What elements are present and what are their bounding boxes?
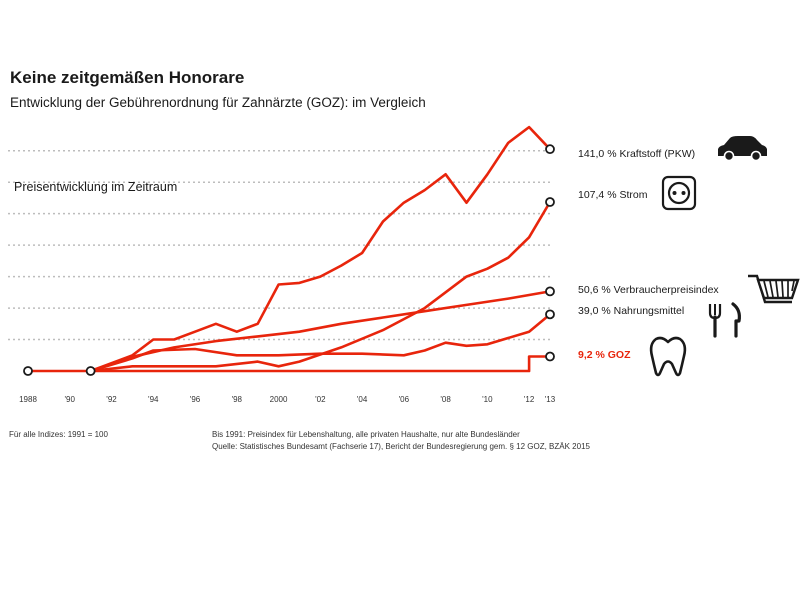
series-label-goz: 9,2 % GOZ <box>578 349 631 361</box>
footnote-methodology: Bis 1991: Preisindex für Lebenshaltung, … <box>212 430 520 439</box>
x-tick-label: '96 <box>190 395 201 404</box>
x-tick-label: '94 <box>148 395 159 404</box>
tooth-icon <box>649 336 687 377</box>
series-line-goz <box>26 355 552 373</box>
x-tick-label: 2000 <box>270 395 288 404</box>
end-marker-goz <box>545 351 555 362</box>
start-marker-1988 <box>23 366 33 376</box>
power-outlet-icon <box>661 175 697 211</box>
start-marker-1991 <box>85 366 96 376</box>
x-tick-label: '04 <box>357 395 368 404</box>
series-label-strom: 107,4 % Strom <box>578 189 648 201</box>
end-marker-strom <box>545 197 555 207</box>
series-line-kraftstoff-pkw <box>89 125 552 373</box>
series-lines <box>23 125 555 376</box>
x-tick-label: '98 <box>232 395 243 404</box>
x-tick-label: '06 <box>399 395 410 404</box>
end-marker-kraftstoff-pkw <box>545 144 555 155</box>
car-icon <box>718 136 767 162</box>
x-tick-label: '02 <box>315 395 326 404</box>
x-axis-ticks: 1988 '90 '92 '94 '96 '98 2000 '02 '04 '06 '08 '10 '1… <box>19 395 556 404</box>
x-tick-label: '92 <box>106 395 117 404</box>
end-marker-verbraucherpreisindex <box>545 286 555 297</box>
footnote-source: Quelle: Statistisches Bundesamt (Fachser… <box>212 442 591 451</box>
footnote-index-base: Für alle Indizes: 1991 = 100 <box>9 430 109 439</box>
fork-knife-icon <box>708 302 741 338</box>
chart-subtitle: Entwicklung der Gebührenordnung für Zahn… <box>10 95 426 110</box>
x-tick-label: 1988 <box>19 395 37 404</box>
x-tick-label: '90 <box>65 395 76 404</box>
series-line-strom <box>89 200 552 373</box>
series-line-verbraucherpreisindex <box>89 290 552 373</box>
end-marker-nahrungsmittel <box>545 309 555 320</box>
shopping-cart-icon <box>748 274 800 304</box>
panel-label: Preisentwicklung im Zeitraum <box>14 180 177 194</box>
series-label-kraftstoff-pkw: 141,0 % Kraftstoff (PKW) <box>578 148 695 160</box>
x-tick-label: '08 <box>440 395 451 404</box>
grid <box>8 149 550 341</box>
chart-title: Keine zeitgemäßen Honorare <box>10 68 244 87</box>
x-tick-label: '13 <box>545 395 556 404</box>
x-tick-label: '12 <box>524 395 535 404</box>
series-label-nahrungsmittel: 39,0 % Nahrungsmittel <box>578 305 684 317</box>
series-label-verbraucherpreisindex: 50,6 % Verbraucherpreisindex <box>578 284 719 296</box>
series-line-nahrungsmittel <box>89 313 552 373</box>
series-labels: 141,0 % Kraftstoff (PKW) 107,4 % Strom 50,… <box>578 148 719 361</box>
x-tick-label: '10 <box>482 395 493 404</box>
